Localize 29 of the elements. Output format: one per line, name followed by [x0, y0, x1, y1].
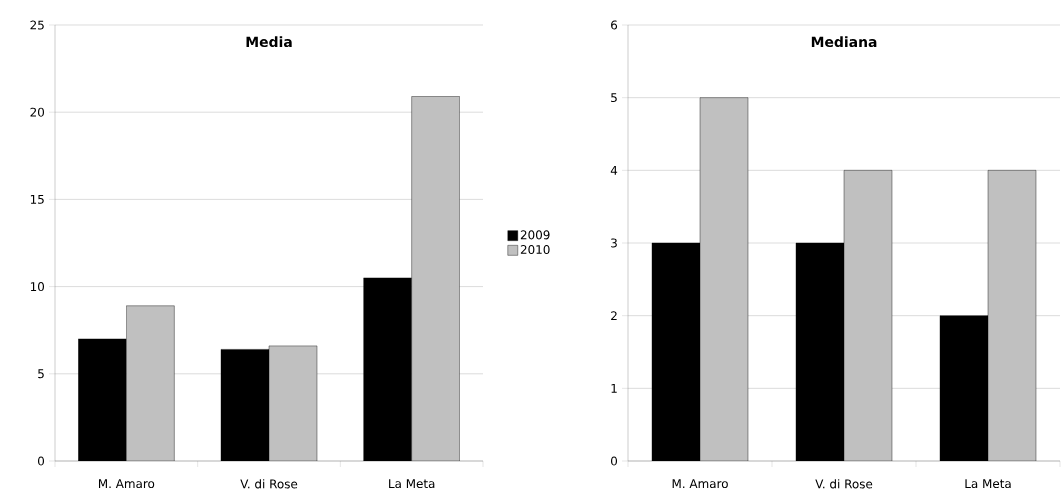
y-tick-label: 10 — [30, 282, 45, 292]
y-tick-label: 1 — [611, 383, 617, 393]
y-tick-label: 5 — [611, 93, 617, 103]
y-tick-label: 0 — [611, 456, 618, 466]
bar — [126, 305, 175, 461]
bar — [987, 170, 1037, 461]
y-tick-label: 2 — [611, 311, 617, 321]
y-tick-label: 20 — [30, 107, 45, 117]
bar — [699, 97, 749, 461]
bar — [843, 170, 893, 461]
text: Mediana — [811, 36, 877, 48]
y-tick-label: 15 — [30, 194, 44, 204]
x-tick-label: La Meta — [389, 479, 435, 489]
y-tick-label: 0 — [37, 456, 45, 466]
x-tick-label: V. di Rose — [815, 479, 873, 489]
y-tick-label: 3 — [611, 238, 617, 248]
y-tick-label: 5 — [38, 369, 44, 379]
y-tick-label: 25 — [30, 20, 44, 30]
bar — [411, 96, 460, 461]
x-tick-label: La Meta — [965, 479, 1011, 489]
y-tick-label: 6 — [611, 20, 618, 30]
legend-label: 2010 — [520, 244, 550, 255]
bar — [268, 345, 318, 461]
legend-label: 2009 — [520, 230, 550, 240]
x-tick-label: V. di Rose — [240, 479, 298, 489]
x-tick-label: M. Amaro — [672, 479, 728, 489]
text: Media — [246, 36, 292, 48]
y-tick-label: 4 — [610, 165, 618, 175]
x-tick-label: M. Amaro — [98, 479, 155, 489]
